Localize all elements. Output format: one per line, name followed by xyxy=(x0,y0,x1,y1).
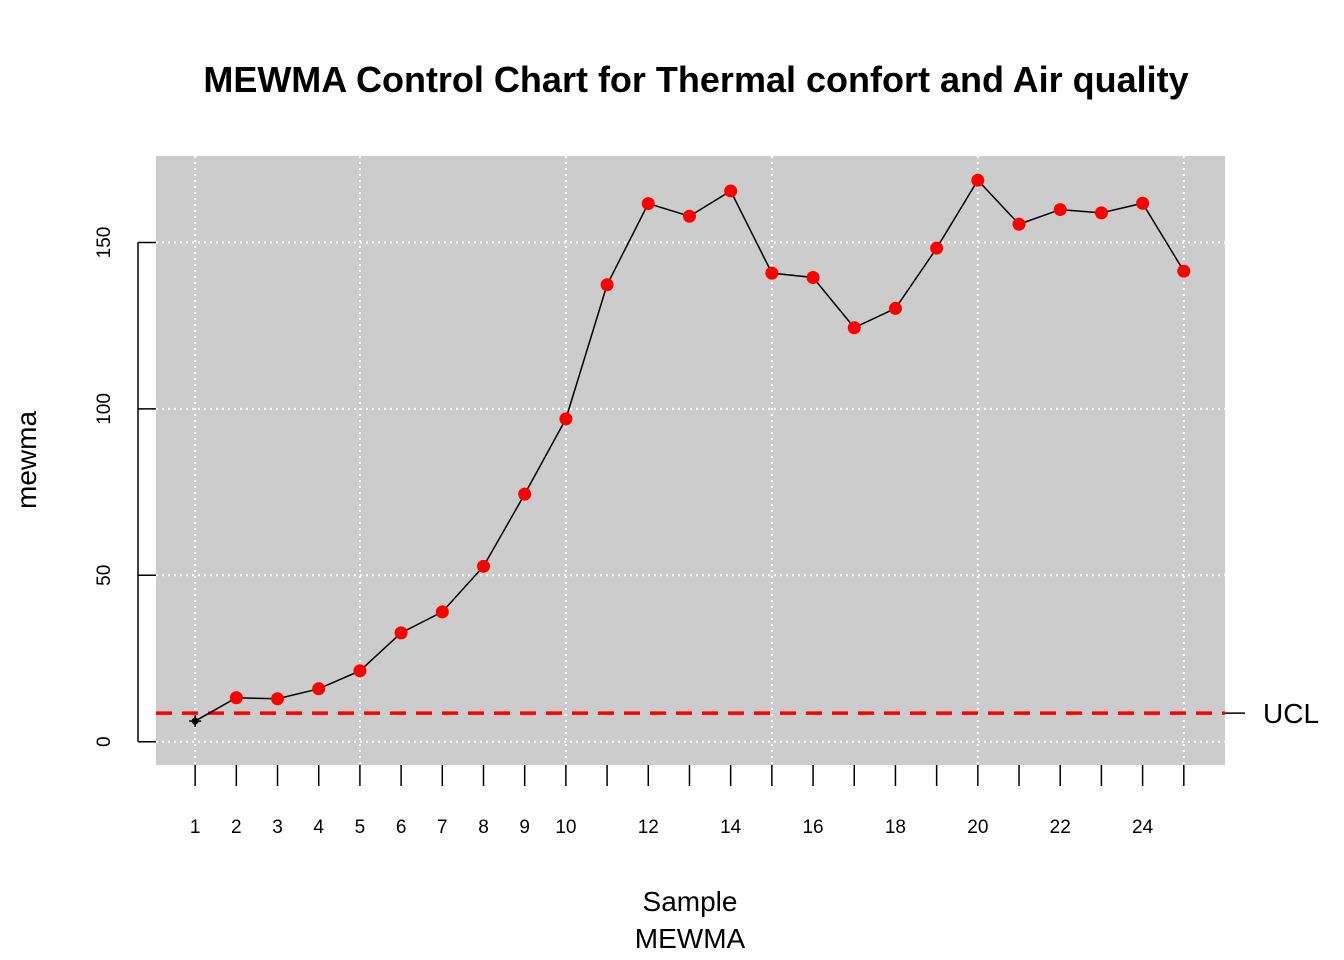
x-tick-label: 9 xyxy=(519,817,530,838)
x-tick-label: 4 xyxy=(313,817,324,838)
x-axis: 1 2 3 4 5 6 7 8 9 10 12 14 16 18 20 22 24 xyxy=(190,765,1185,838)
grid-lines xyxy=(156,156,1225,765)
data-point xyxy=(476,559,490,573)
data-point xyxy=(518,487,532,501)
ucl-label: UCL xyxy=(1263,698,1319,729)
x-tick-label: 18 xyxy=(885,817,906,838)
x-tick-label: 20 xyxy=(967,817,988,838)
x-tick-label: 6 xyxy=(396,817,407,838)
data-points xyxy=(189,173,1191,728)
x-tick-label: 22 xyxy=(1050,817,1071,838)
y-tick-label: 100 xyxy=(94,393,115,425)
data-point xyxy=(559,412,573,426)
data-point xyxy=(930,241,944,255)
x-axis-sublabel: MEWMA xyxy=(635,923,746,954)
data-point xyxy=(1094,206,1108,220)
x-tick-label: 7 xyxy=(437,817,448,838)
ucl-group: UCL xyxy=(156,698,1319,729)
data-point xyxy=(1177,264,1191,278)
data-point xyxy=(394,626,408,640)
y-tick-label: 50 xyxy=(94,565,115,586)
data-point xyxy=(682,209,696,223)
data-point xyxy=(847,321,861,335)
data-point xyxy=(724,184,738,198)
x-tick-label: 24 xyxy=(1132,817,1154,838)
y-axis-label: mewma xyxy=(11,411,42,509)
data-point xyxy=(271,692,285,706)
x-tick-label: 3 xyxy=(272,817,283,838)
data-point xyxy=(435,605,449,619)
x-tick-label: 2 xyxy=(231,817,242,838)
x-tick-label: 16 xyxy=(802,817,823,838)
x-axis-label: Sample xyxy=(643,886,738,917)
data-point xyxy=(806,270,820,284)
data-point xyxy=(229,691,243,705)
y-tick-label: 0 xyxy=(94,736,115,747)
data-point xyxy=(765,266,779,280)
plot-panel xyxy=(156,156,1225,765)
data-point xyxy=(189,715,202,728)
data-point xyxy=(1012,217,1026,231)
data-point xyxy=(600,278,614,292)
data-point xyxy=(1136,196,1150,210)
x-tick-label: 10 xyxy=(555,817,576,838)
data-point xyxy=(312,682,326,696)
x-tick-label: 14 xyxy=(720,817,742,838)
x-tick-label: 5 xyxy=(355,817,366,838)
x-tick-label: 1 xyxy=(190,817,201,838)
x-tick-label: 8 xyxy=(478,817,489,838)
data-point xyxy=(971,173,985,187)
x-tick-label: 12 xyxy=(638,817,659,838)
data-point xyxy=(888,301,902,315)
y-axis: 0 50 100 150 xyxy=(94,227,156,747)
data-point xyxy=(1053,203,1067,217)
y-tick-label: 150 xyxy=(94,227,115,259)
data-point xyxy=(353,664,367,678)
chart-title: MEWMA Control Chart for Thermal confort … xyxy=(203,59,1188,100)
data-point xyxy=(641,197,655,211)
